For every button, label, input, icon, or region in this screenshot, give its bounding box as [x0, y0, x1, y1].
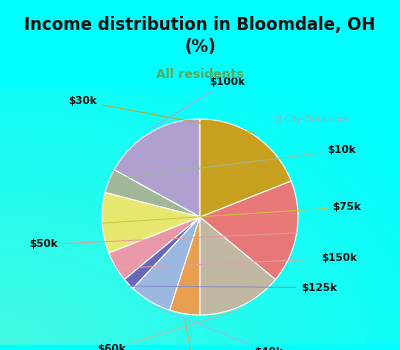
Text: Income distribution in Bloomdale, OH
(%): Income distribution in Bloomdale, OH (%) [24, 16, 376, 56]
Text: $100k: $100k [151, 77, 246, 129]
Text: $60k: $60k [98, 309, 240, 350]
Text: $150k: $150k [116, 253, 357, 268]
Wedge shape [200, 217, 276, 315]
Text: $30k: $30k [68, 96, 254, 133]
Wedge shape [102, 193, 200, 253]
Text: $10k: $10k [109, 145, 356, 180]
Text: All residents: All residents [156, 68, 244, 81]
Text: $40k: $40k [151, 305, 283, 350]
Wedge shape [200, 119, 291, 217]
Text: $75k: $75k [102, 202, 362, 223]
Wedge shape [105, 170, 200, 217]
Text: $125k: $125k [129, 282, 338, 293]
Bar [0, 345, 400, 350]
Wedge shape [133, 217, 200, 310]
Wedge shape [124, 217, 200, 288]
Text: ⓘ City-Data.com: ⓘ City-Data.com [276, 114, 348, 124]
Wedge shape [170, 217, 200, 315]
Text: $20k: $20k [181, 320, 210, 350]
Wedge shape [109, 217, 200, 279]
Wedge shape [200, 181, 298, 279]
Wedge shape [114, 119, 200, 217]
Text: $50k: $50k [29, 233, 297, 250]
